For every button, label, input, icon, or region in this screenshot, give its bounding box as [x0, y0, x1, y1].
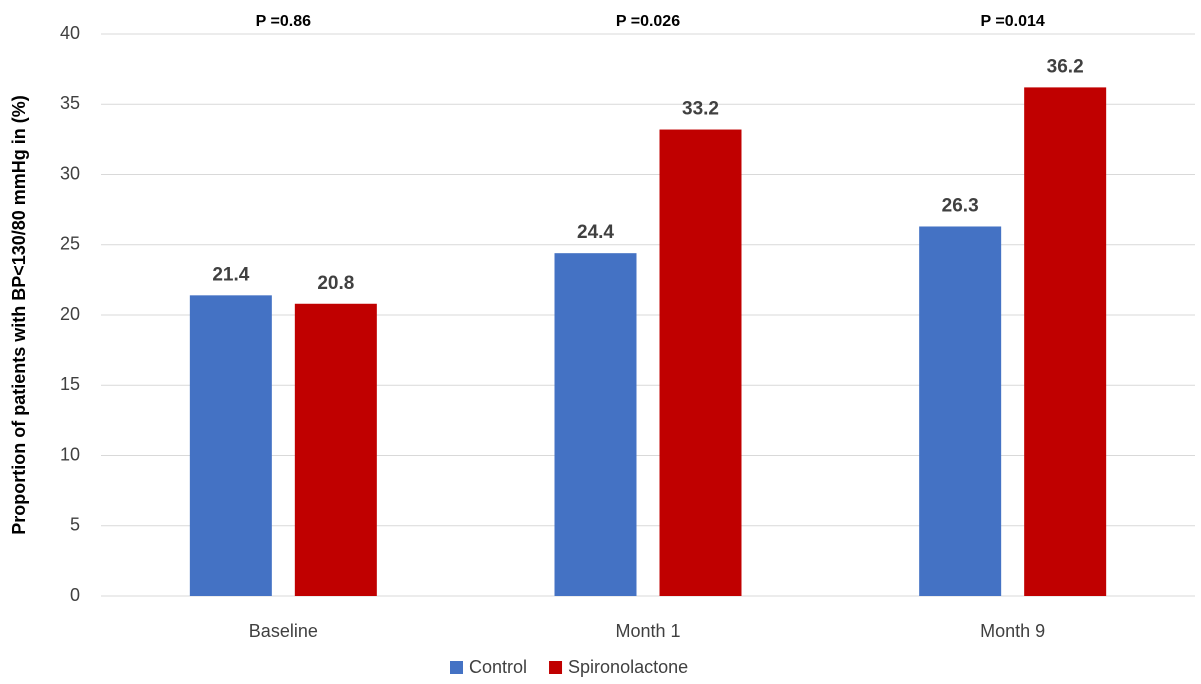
annotation: P =0.014	[981, 13, 1045, 30]
legend-swatch	[450, 661, 463, 674]
y-axis-label: Proportion of patients with BP<130/80 mm…	[9, 95, 29, 535]
bar	[659, 129, 742, 597]
x-tick-label: Month 1	[615, 621, 680, 641]
y-tick-label: 5	[70, 515, 80, 535]
value-label: 20.8	[317, 273, 354, 294]
bar	[189, 295, 272, 596]
value-label: 26.3	[942, 196, 979, 217]
legend-label: Control	[469, 657, 527, 677]
bar	[554, 253, 637, 596]
y-tick-label: 20	[60, 304, 80, 324]
y-tick-label: 30	[60, 163, 80, 183]
bar	[294, 303, 377, 596]
x-tick-label: Month 9	[980, 621, 1045, 641]
annotation: P =0.026	[616, 13, 680, 30]
bar	[1024, 87, 1107, 596]
y-tick-label: 0	[70, 585, 80, 605]
value-label: 24.4	[577, 222, 614, 243]
value-label: 33.2	[682, 99, 719, 120]
bar	[919, 226, 1002, 597]
y-tick-label: 40	[60, 23, 80, 43]
annotation: P =0.86	[256, 13, 311, 30]
legend-label: Spironolactone	[568, 657, 688, 677]
legend-swatch	[549, 661, 563, 674]
y-tick-label: 25	[60, 234, 80, 254]
y-tick-label: 35	[60, 93, 80, 113]
value-label: 36.2	[1047, 56, 1084, 77]
value-label: 21.4	[212, 264, 249, 285]
y-tick-label: 10	[60, 444, 80, 464]
y-tick-label: 15	[60, 374, 80, 394]
x-tick-label: Baseline	[249, 621, 318, 641]
